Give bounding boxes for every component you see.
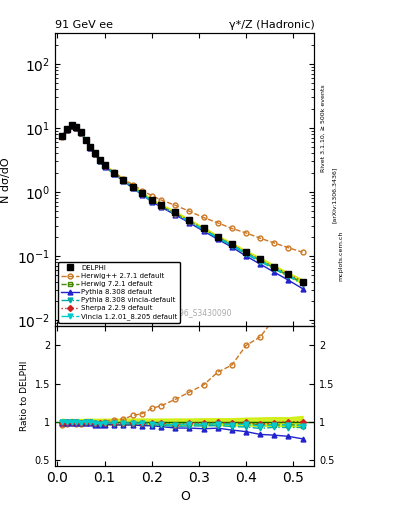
Text: 91 GeV ee: 91 GeV ee bbox=[55, 20, 113, 30]
Y-axis label: Ratio to DELPHI: Ratio to DELPHI bbox=[20, 361, 29, 431]
Legend: DELPHI, Herwig++ 2.7.1 default, Herwig 7.2.1 default, Pythia 8.308 default, Pyth: DELPHI, Herwig++ 2.7.1 default, Herwig 7… bbox=[59, 262, 180, 323]
Text: mcplots.cern.ch: mcplots.cern.ch bbox=[339, 231, 344, 281]
X-axis label: O: O bbox=[180, 490, 190, 503]
Text: DELPHI_1996_S3430090: DELPHI_1996_S3430090 bbox=[138, 309, 231, 317]
Text: γ*/Z (Hadronic): γ*/Z (Hadronic) bbox=[229, 20, 314, 30]
Text: Rivet 3.1.10, ≥ 500k events: Rivet 3.1.10, ≥ 500k events bbox=[320, 84, 325, 172]
Y-axis label: N dσ/dO: N dσ/dO bbox=[2, 157, 11, 203]
Text: [arXiv:1306.3436]: [arXiv:1306.3436] bbox=[332, 166, 337, 223]
